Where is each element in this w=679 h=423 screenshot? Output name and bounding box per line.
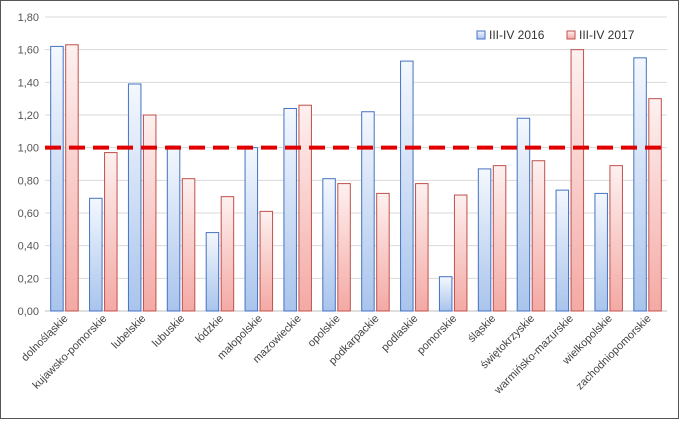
legend: III-IV 2016 III-IV 2017	[476, 28, 635, 42]
x-category-label: śląskie	[466, 313, 498, 345]
x-category-label: podlaskie	[379, 313, 420, 354]
bar-series-2017	[453, 194, 468, 312]
bar-series-2016	[594, 192, 608, 312]
y-tick-label: 0,60	[18, 208, 39, 220]
y-tick-label: 1,80	[18, 12, 39, 24]
x-category-label: lubelskie	[110, 313, 149, 352]
bar-series-2016	[89, 197, 103, 312]
bar-series-2016	[322, 178, 336, 312]
bar-series-2016	[166, 145, 181, 312]
bar-series-2017	[259, 210, 274, 312]
bar-series-2017	[181, 178, 196, 312]
bar-series-2017	[220, 196, 235, 312]
bar-series-2016	[205, 232, 220, 312]
y-tick-label: 0,00	[18, 306, 39, 318]
y-axis-ticks: 0,00 0,20 0,40 0,60 0,80 1,00 1,20 1,40 1,60 1,80	[18, 12, 39, 318]
legend-swatch	[566, 30, 576, 40]
x-category-label: zachodniopomorskie	[574, 313, 654, 393]
bar-series-2017	[337, 183, 351, 312]
legend-swatch	[476, 30, 486, 40]
legend-label: III-IV 2016	[489, 28, 545, 42]
y-tick-label: 0,20	[18, 273, 39, 285]
x-category-label: pomorskie	[415, 313, 459, 357]
x-category-label: opolskie	[306, 313, 343, 350]
bar-series-2016	[361, 111, 375, 312]
bar-series-2016	[127, 83, 142, 312]
bar-series-2017	[648, 98, 662, 312]
x-category-label: łódzkie	[193, 313, 226, 346]
bar-series-2017	[376, 192, 390, 312]
y-tick-label: 0,40	[18, 241, 39, 253]
bar-series-2016	[477, 168, 492, 312]
bar-series-2016	[516, 117, 531, 312]
bar-series-2016	[283, 107, 297, 312]
bar-series-2017	[415, 183, 429, 312]
bar-series-2017	[570, 49, 585, 312]
bar-series-2017	[531, 160, 546, 312]
bar-series-2016	[50, 45, 64, 312]
legend-label: III-IV 2017	[579, 28, 635, 42]
bar-series-2016	[438, 276, 453, 312]
bar-series-2016	[633, 57, 647, 312]
bar-series-2016	[244, 147, 259, 312]
bar-series-2017	[609, 165, 623, 312]
bar-series-2017	[142, 114, 157, 312]
x-category-label: kujawsko-pomorskie	[30, 313, 109, 392]
y-tick-label: 1,20	[18, 110, 39, 122]
bar-series-2017	[298, 104, 312, 312]
bar-series-2017	[492, 165, 507, 312]
bar-series-2016	[400, 60, 414, 312]
bars	[50, 44, 662, 312]
y-tick-label: 1,00	[18, 143, 39, 155]
y-tick-label: 1,60	[18, 45, 39, 57]
bar-series-2016	[555, 189, 570, 312]
bar-series-2017	[65, 44, 79, 312]
bar-series-2017	[104, 152, 118, 312]
y-tick-label: 0,80	[18, 175, 39, 187]
x-category-label: lubuskie	[150, 313, 187, 350]
y-tick-label: 1,40	[18, 77, 39, 89]
